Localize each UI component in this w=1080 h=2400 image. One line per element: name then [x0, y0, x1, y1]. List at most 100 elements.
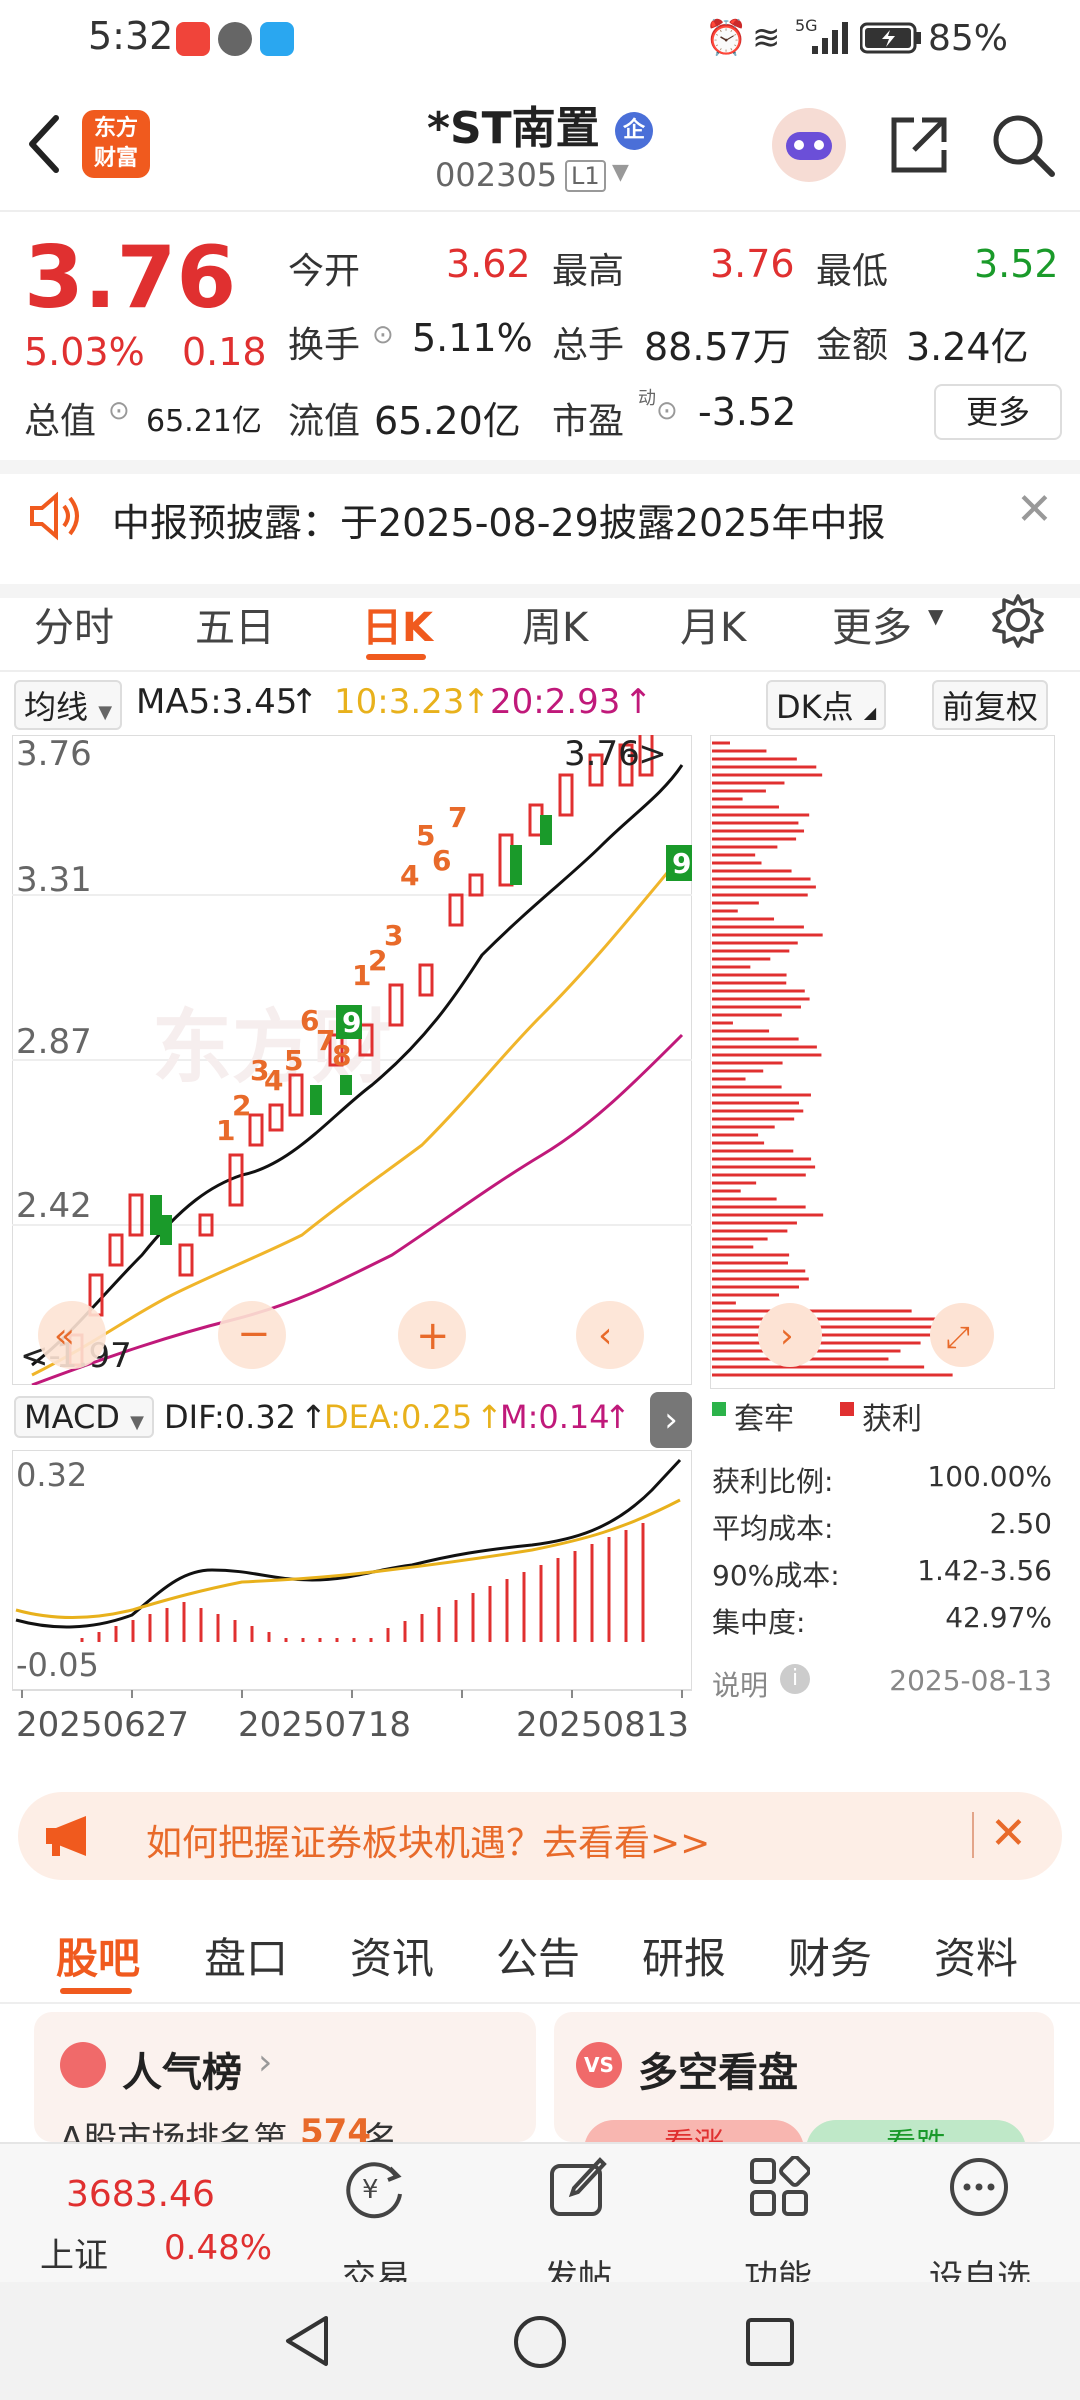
mktcap-label: 总值: [24, 401, 97, 442]
macd-top-label: 0.32: [16, 1456, 87, 1494]
tab-finance[interactable]: 财务: [788, 1934, 873, 1983]
chip-concentration-label: 集中度:: [712, 1606, 806, 1639]
notice-close-icon[interactable]: ✕: [1016, 484, 1053, 535]
tab-intraday[interactable]: 分时: [34, 605, 114, 651]
macd-m-arrow: ↑: [604, 1398, 631, 1436]
content-tabs: [0, 1898, 1080, 2004]
index-name[interactable]: 上证: [40, 2236, 108, 2276]
ma20-arrow: ↑: [624, 682, 653, 722]
share-icon[interactable]: [888, 114, 950, 176]
ma-toggle-label: 均线: [24, 688, 89, 726]
chip-distribution-chart[interactable]: › ⤢: [710, 735, 1055, 1389]
turnover-info-icon[interactable]: ⊙: [372, 320, 394, 350]
bearish-button[interactable]: 看跌: [806, 2120, 1026, 2142]
promo-banner[interactable]: [18, 1792, 1062, 1880]
trade-icon[interactable]: ¥: [344, 2158, 406, 2220]
ma20-value: 20:2.93: [490, 682, 621, 722]
mktcap-value: 65.21亿: [146, 404, 262, 439]
macd-dea-arrow: ↑: [476, 1398, 503, 1436]
app-logo[interactable]: 东方 财富: [82, 110, 150, 178]
back-icon[interactable]: [24, 112, 64, 176]
signal-3b: 3: [384, 919, 403, 952]
legend-profit-swatch: [840, 1402, 854, 1416]
dk-point-button[interactable]: DK点 ◢: [766, 680, 887, 730]
system-recents-icon[interactable]: [744, 2316, 796, 2368]
tab-announcements[interactable]: 公告: [496, 1934, 581, 1983]
signal-5: 5: [284, 1044, 303, 1077]
status-bar: 5:32 ⏰ ≋ 5G 85%: [0, 0, 1080, 78]
zoom-out-far-icon: «: [54, 1316, 75, 1356]
system-back-icon[interactable]: [280, 2312, 336, 2370]
tab-weekly-k[interactable]: 周K: [522, 605, 589, 651]
tab-monthly-k[interactable]: 月K: [680, 605, 747, 651]
bull-bear-card[interactable]: VS 多空看盘 看涨 看跌: [554, 2012, 1054, 2142]
wifi-icon: ≋: [752, 18, 781, 58]
tab-research[interactable]: 研报: [642, 1934, 727, 1983]
status-time: 5:32: [88, 14, 174, 58]
ma5-value: MA5:3.45: [136, 682, 298, 722]
app-logo-text: 东方 财富: [93, 116, 138, 171]
ranking-icon: [60, 2042, 106, 2088]
chip-note-link[interactable]: 说明: [712, 1669, 769, 1702]
more-button[interactable]: 更多: [934, 384, 1062, 440]
mktcap-info-icon[interactable]: ⊙: [108, 396, 130, 426]
info-icon[interactable]: i: [780, 1664, 810, 1694]
zoom-in-icon: +: [416, 1313, 450, 1359]
signal-1b: 1: [352, 959, 371, 992]
signal-4: 4: [264, 1064, 283, 1097]
adjust-button[interactable]: 前复权: [932, 680, 1049, 730]
ma5-arrow: ↑: [290, 682, 319, 722]
macd-dif: DIF:0.32: [164, 1398, 297, 1436]
megaphone-icon: [46, 1816, 86, 1856]
pe-value: -3.52: [698, 390, 797, 434]
popularity-card[interactable]: 人气榜 › A股市场排名第 574 名: [34, 2012, 536, 2142]
level-dropdown-icon[interactable]: ▼: [612, 160, 629, 185]
post-icon[interactable]: [548, 2156, 610, 2218]
tab-guba[interactable]: 股吧: [56, 1934, 141, 1983]
promo-close-icon[interactable]: ✕: [990, 1808, 1027, 1859]
ma10-value: 10:3.23: [334, 682, 465, 722]
ma-toggle[interactable]: 均线 ▼: [14, 680, 123, 730]
tab-news[interactable]: 资讯: [350, 1934, 435, 1983]
tab-more[interactable]: 更多: [832, 605, 912, 651]
search-icon[interactable]: [990, 112, 1056, 178]
low-label: 最低: [816, 251, 889, 292]
pe-sup: 动: [638, 388, 656, 409]
level-badge[interactable]: L1: [565, 160, 606, 192]
legend-locked: 套牢: [734, 1402, 794, 1437]
popularity-sub-a: A股市场排名第: [60, 2120, 288, 2142]
tab-pankou[interactable]: 盘口: [204, 1934, 289, 1983]
chip-avg-cost-value: 2.50: [989, 1507, 1052, 1540]
tab-daily-k[interactable]: 日K: [362, 605, 433, 651]
index-value[interactable]: 3683.46: [66, 2174, 215, 2215]
wechat-icon: [218, 22, 252, 56]
chevron-right-icon: ›: [258, 2042, 273, 2083]
system-home-icon[interactable]: [510, 2312, 570, 2372]
volume-value: 88.57万: [644, 325, 791, 369]
signal-9b: 9: [672, 847, 691, 880]
ma10-arrow: ↑: [462, 682, 491, 722]
notice-bar[interactable]: [0, 460, 1080, 598]
ai-assistant-avatar[interactable]: [772, 108, 846, 182]
tab-five-day[interactable]: 五日: [195, 605, 275, 651]
tab-more-dropdown-icon[interactable]: ▼: [928, 604, 944, 628]
indicator-switch-button[interactable]: ›: [650, 1392, 692, 1448]
y-label-2: 2.87: [16, 1022, 92, 1062]
macd-toggle[interactable]: MACD ▼: [14, 1396, 154, 1438]
macd-toggle-label: MACD: [24, 1398, 120, 1436]
index-percent[interactable]: 0.48%: [164, 2228, 273, 2268]
stock-name: *ST南置 企: [0, 92, 1080, 156]
pe-info-icon[interactable]: ⊙: [656, 396, 678, 426]
signal-2b: 2: [368, 944, 387, 977]
period-tabs: [0, 570, 1080, 672]
promo-text[interactable]: 如何把握证券板块机遇？去看看>>: [146, 1823, 711, 1864]
functions-grid-icon[interactable]: [748, 2156, 810, 2218]
bullish-button[interactable]: 看涨: [584, 2120, 804, 2142]
tab-profile[interactable]: 资料: [934, 1934, 1019, 1983]
huawei-app-icon: [176, 22, 210, 56]
speaker-icon: [30, 491, 79, 541]
settings-gear-icon[interactable]: [990, 592, 1046, 648]
add-watchlist-icon[interactable]: [948, 2156, 1010, 2218]
kline-chart[interactable]: 东方财 1 2 3 4 5 6 7 8 1 2 3 4 5 6 7 9: [12, 735, 692, 1385]
macd-chart[interactable]: 0.32 -0.05 20250627 20250718 20250813: [12, 1450, 692, 1770]
